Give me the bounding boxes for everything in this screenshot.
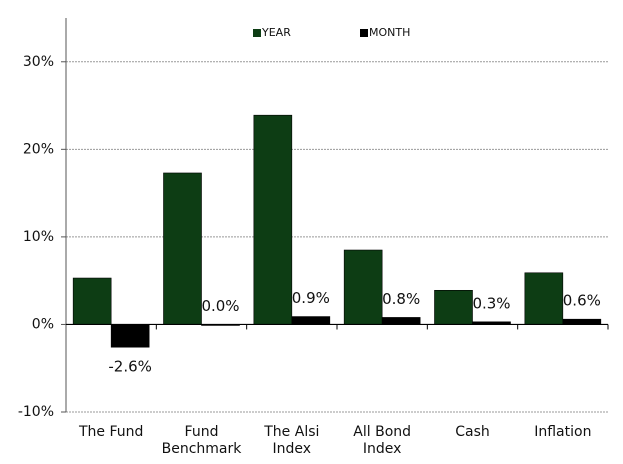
bar	[343, 249, 383, 325]
bar	[253, 114, 293, 325]
bar	[110, 324, 150, 348]
x-tick-label: Cash	[455, 424, 490, 440]
value-label: 0.8%	[382, 290, 420, 308]
value-label: 0.0%	[201, 297, 239, 315]
x-tick-label: Fund Benchmark	[162, 424, 243, 457]
value-label: 0.6%	[563, 292, 601, 310]
value-label: 0.9%	[292, 289, 330, 307]
bar	[434, 289, 473, 325]
x-tick-label: All Bond Index	[353, 424, 411, 457]
y-tick-label: 20%	[23, 141, 54, 157]
bar	[291, 316, 331, 325]
bar	[562, 318, 602, 325]
value-label: -2.6%	[108, 358, 152, 376]
legend-swatch	[253, 29, 261, 37]
bar	[381, 317, 421, 325]
y-tick-label: 0%	[32, 316, 54, 332]
y-tick-label: -10%	[18, 404, 54, 420]
y-tick-label: 30%	[23, 54, 54, 70]
legend-label: MONTH	[369, 26, 410, 39]
value-label: 0.3%	[472, 294, 510, 312]
y-tick-label: 10%	[23, 229, 54, 245]
x-tick-label: The Fund	[78, 424, 143, 440]
x-tick-label: The Alsi Index	[263, 424, 319, 457]
bar	[524, 272, 564, 325]
legend-label: YEAR	[261, 26, 291, 39]
bar	[163, 172, 202, 325]
x-tick-label: Inflation	[534, 424, 591, 440]
legend-swatch	[360, 29, 368, 37]
bar	[72, 277, 112, 325]
